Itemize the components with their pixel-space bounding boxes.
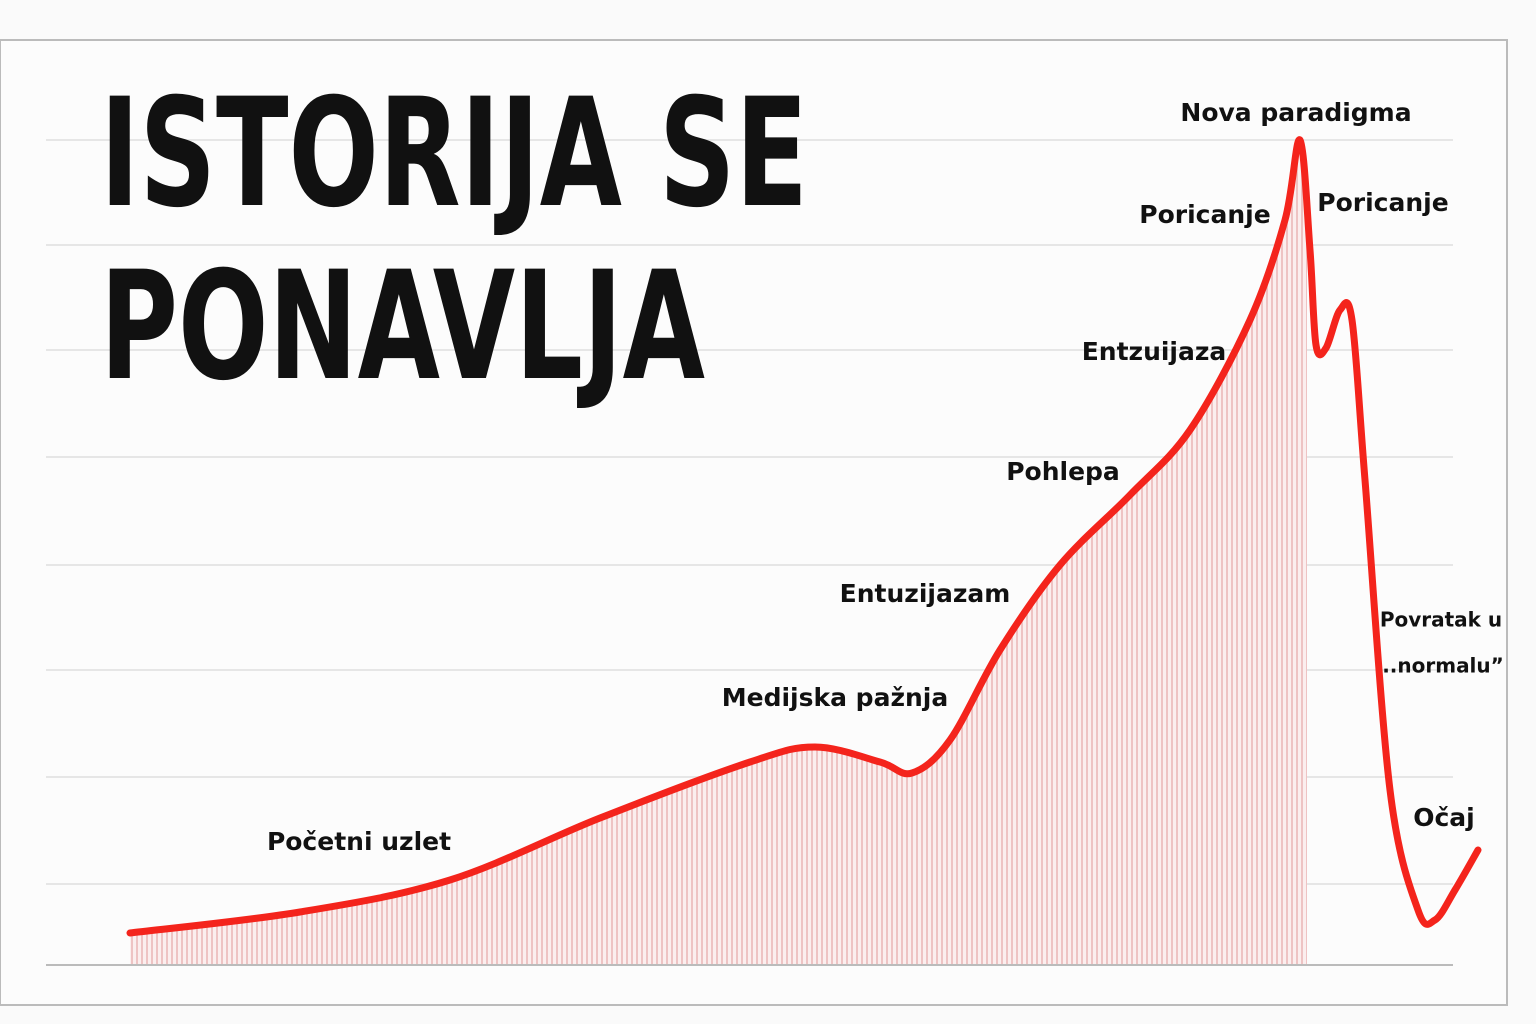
label: Početni uzlet: [267, 827, 451, 856]
label: Povratak u: [1380, 608, 1502, 632]
curve: [126, 136, 1482, 937]
label: Nova paradigma: [1180, 98, 1411, 127]
label: Entuzijazam: [840, 579, 1011, 608]
label: Poricanje: [1317, 188, 1448, 217]
title-line: PONAVLJA: [100, 240, 705, 414]
area: [130, 139, 1307, 965]
label: Poricanje: [1139, 200, 1270, 229]
label: Medijska pažnja: [722, 683, 949, 712]
label: Pohlepa: [1006, 457, 1120, 486]
label: Očaj: [1413, 803, 1475, 832]
label: Entzuijaza: [1082, 337, 1227, 366]
label: ..normalu”: [1382, 654, 1504, 678]
title-line: ISTORIJA SE: [100, 67, 808, 241]
